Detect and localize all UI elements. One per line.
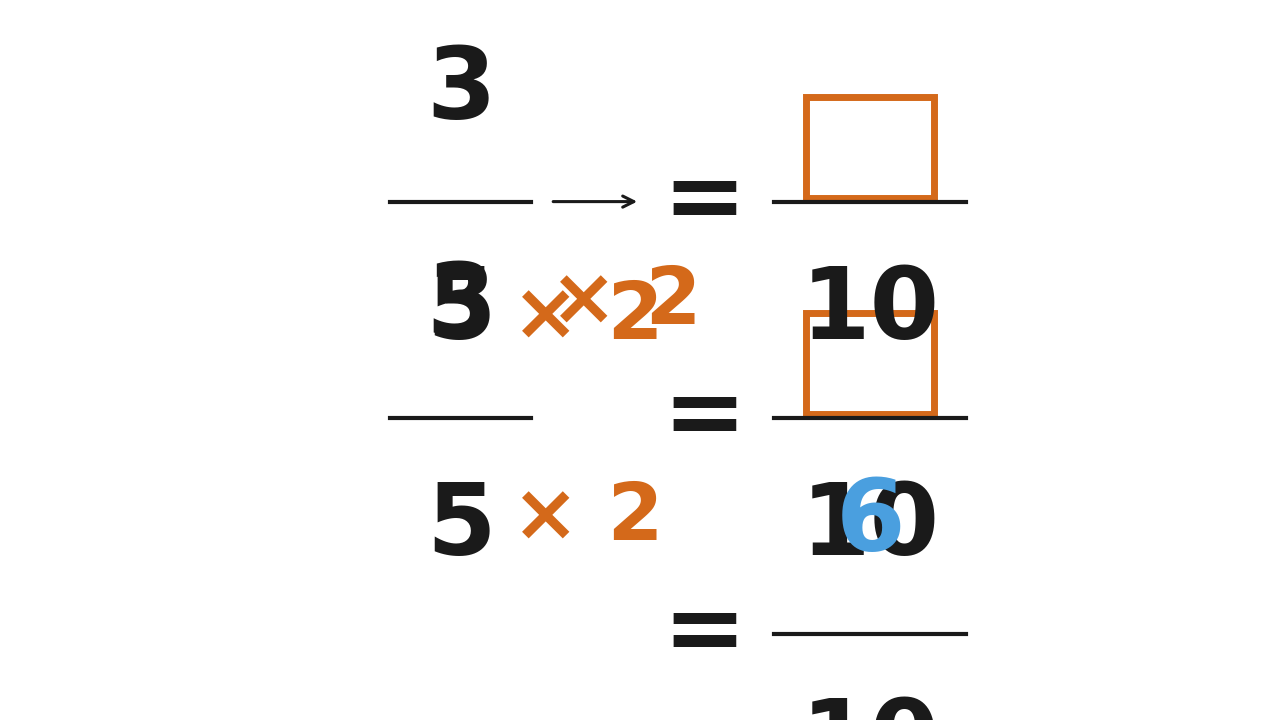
Text: 10: 10: [801, 479, 940, 576]
Text: 10: 10: [801, 695, 940, 720]
Text: 10: 10: [801, 263, 940, 360]
Text: 3: 3: [426, 43, 495, 140]
Text: 5: 5: [426, 479, 495, 576]
Text: 5: 5: [426, 263, 495, 360]
Text: 3: 3: [426, 259, 495, 356]
Text: =: =: [662, 369, 746, 466]
Text: =: =: [662, 585, 746, 682]
Text: × 2: × 2: [512, 479, 663, 557]
Text: × 2: × 2: [512, 279, 663, 356]
Text: =: =: [662, 153, 746, 250]
Text: × 2: × 2: [550, 263, 701, 341]
Text: 6: 6: [836, 475, 905, 572]
